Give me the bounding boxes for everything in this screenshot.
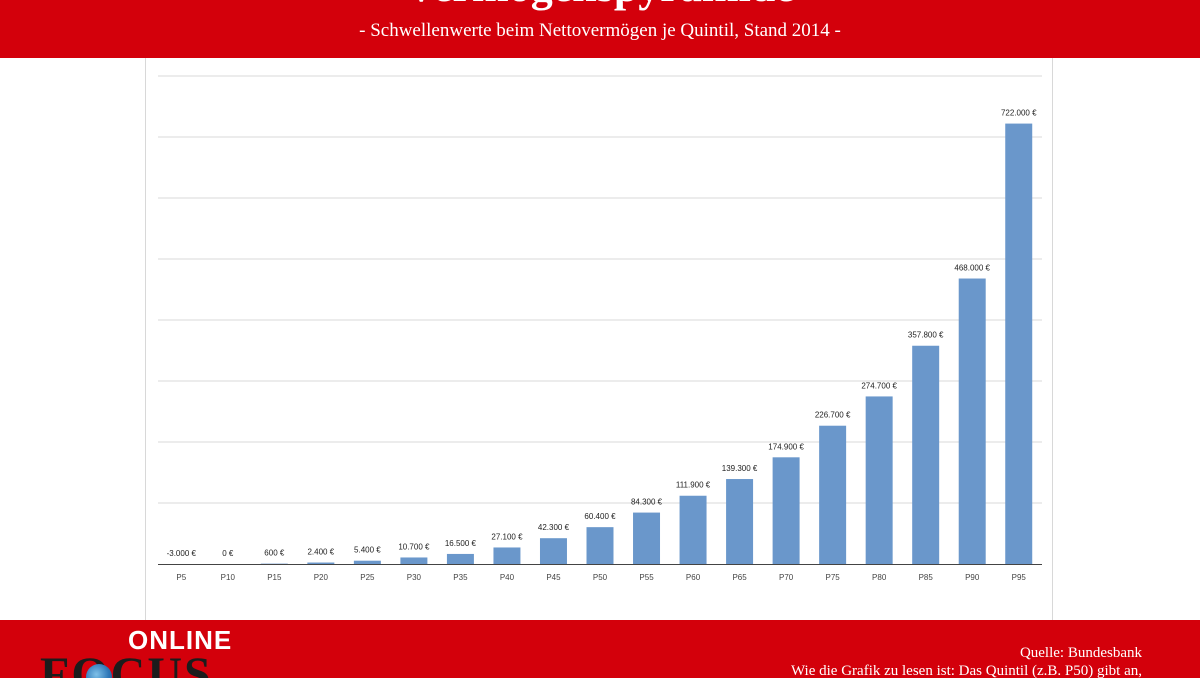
data-label-p20: 2.400 € <box>307 548 334 557</box>
bar-p70 <box>772 457 800 564</box>
data-label-p95: 722.000 € <box>1001 109 1037 118</box>
source-text: Quelle: Bundesbank <box>1019 645 1142 661</box>
footer-banner: ONLINE FOCUS Quelle: Bundesbank Wie die … <box>0 620 1200 678</box>
x-tick-p95: P95 <box>1012 573 1027 582</box>
data-label-p70: 174.900 € <box>768 442 804 451</box>
bar-p60 <box>679 495 707 564</box>
page-title: Vermögenspyramide <box>0 0 1200 12</box>
reading-note: Wie die Grafik zu lesen ist: Das Quintil… <box>791 663 1142 678</box>
chart-frame: -3.000 € 0 € 600 € 2.400 € 5.400 € 10.700 € 16… <box>145 58 1053 620</box>
bar-p55 <box>633 512 661 564</box>
x-tick-p35: P35 <box>453 573 468 582</box>
x-tick-p50: P50 <box>593 573 608 582</box>
data-labels: -3.000 € 0 € 600 € 2.400 € 5.400 € 10.700 € 16… <box>167 109 1037 558</box>
x-tick-p45: P45 <box>546 573 561 582</box>
data-label-p25: 5.400 € <box>354 546 381 555</box>
data-label-p45: 42.300 € <box>538 523 570 532</box>
x-tick-p20: P20 <box>314 573 329 582</box>
data-label-p40: 27.100 € <box>491 532 523 541</box>
bar-p80 <box>865 396 893 564</box>
data-label-p60: 111.900 € <box>676 481 711 490</box>
x-tick-p30: P30 <box>407 573 422 582</box>
source-block: Quelle: Bundesbank Wie die Grafik zu les… <box>791 644 1142 678</box>
data-label-p90: 468.000 € <box>954 264 990 273</box>
bar-p30 <box>400 557 428 564</box>
data-label-p55: 84.300 € <box>631 498 663 507</box>
x-tick-p55: P55 <box>639 573 654 582</box>
x-tick-p60: P60 <box>686 573 701 582</box>
bar-p95 <box>1005 123 1033 564</box>
bar-p75 <box>819 425 847 564</box>
gridlines <box>158 75 1042 504</box>
data-label-p10: 0 € <box>222 549 234 558</box>
x-tick-p10: P10 <box>221 573 236 582</box>
x-tick-labels: P5 P10 P15 P20 P25 P30 P35 P40 P45 P50 P55 P60 P65 P7… <box>176 573 1026 582</box>
x-tick-p40: P40 <box>500 573 515 582</box>
data-label-p85: 357.800 € <box>908 331 944 340</box>
page-subtitle: - Schwellenwerte beim Nettovermögen je Q… <box>359 20 841 41</box>
data-label-p80: 274.700 € <box>861 381 897 390</box>
data-label-p5: -3.000 € <box>167 549 197 558</box>
x-tick-p15: P15 <box>267 573 282 582</box>
x-tick-p85: P85 <box>919 573 934 582</box>
logo-online-text: ONLINE <box>128 625 233 655</box>
bar-p85 <box>912 345 940 564</box>
x-tick-p65: P65 <box>732 573 747 582</box>
logo-focus-text: FOCUS <box>40 648 213 678</box>
x-tick-p75: P75 <box>826 573 841 582</box>
x-tick-p25: P25 <box>360 573 375 582</box>
globe-icon <box>86 664 112 678</box>
bar-chart: -3.000 € 0 € 600 € 2.400 € 5.400 € 10.700 € 16… <box>158 75 1042 582</box>
x-tick-p5: P5 <box>176 573 186 582</box>
bars <box>260 123 1033 565</box>
bar-p90 <box>958 278 986 564</box>
data-label-p35: 16.500 € <box>445 539 477 548</box>
bar-p35 <box>446 553 474 564</box>
focus-online-logo: ONLINE FOCUS <box>32 620 256 678</box>
data-label-p65: 139.300 € <box>722 464 758 473</box>
bar-p50 <box>586 527 614 564</box>
header-banner: Vermögenspyramide - Schwellenwerte beim … <box>0 0 1200 58</box>
data-label-p50: 60.400 € <box>584 512 616 521</box>
data-label-p15: 600 € <box>264 549 285 558</box>
bar-p40 <box>493 547 521 564</box>
data-label-p75: 226.700 € <box>815 411 851 420</box>
bar-p20 <box>307 562 335 564</box>
bar-p65 <box>726 479 754 564</box>
x-tick-p90: P90 <box>965 573 980 582</box>
bar-p45 <box>539 538 567 564</box>
bar-p25 <box>353 560 381 564</box>
x-tick-p70: P70 <box>779 573 794 582</box>
data-label-p30: 10.700 € <box>398 542 430 551</box>
x-tick-p80: P80 <box>872 573 887 582</box>
